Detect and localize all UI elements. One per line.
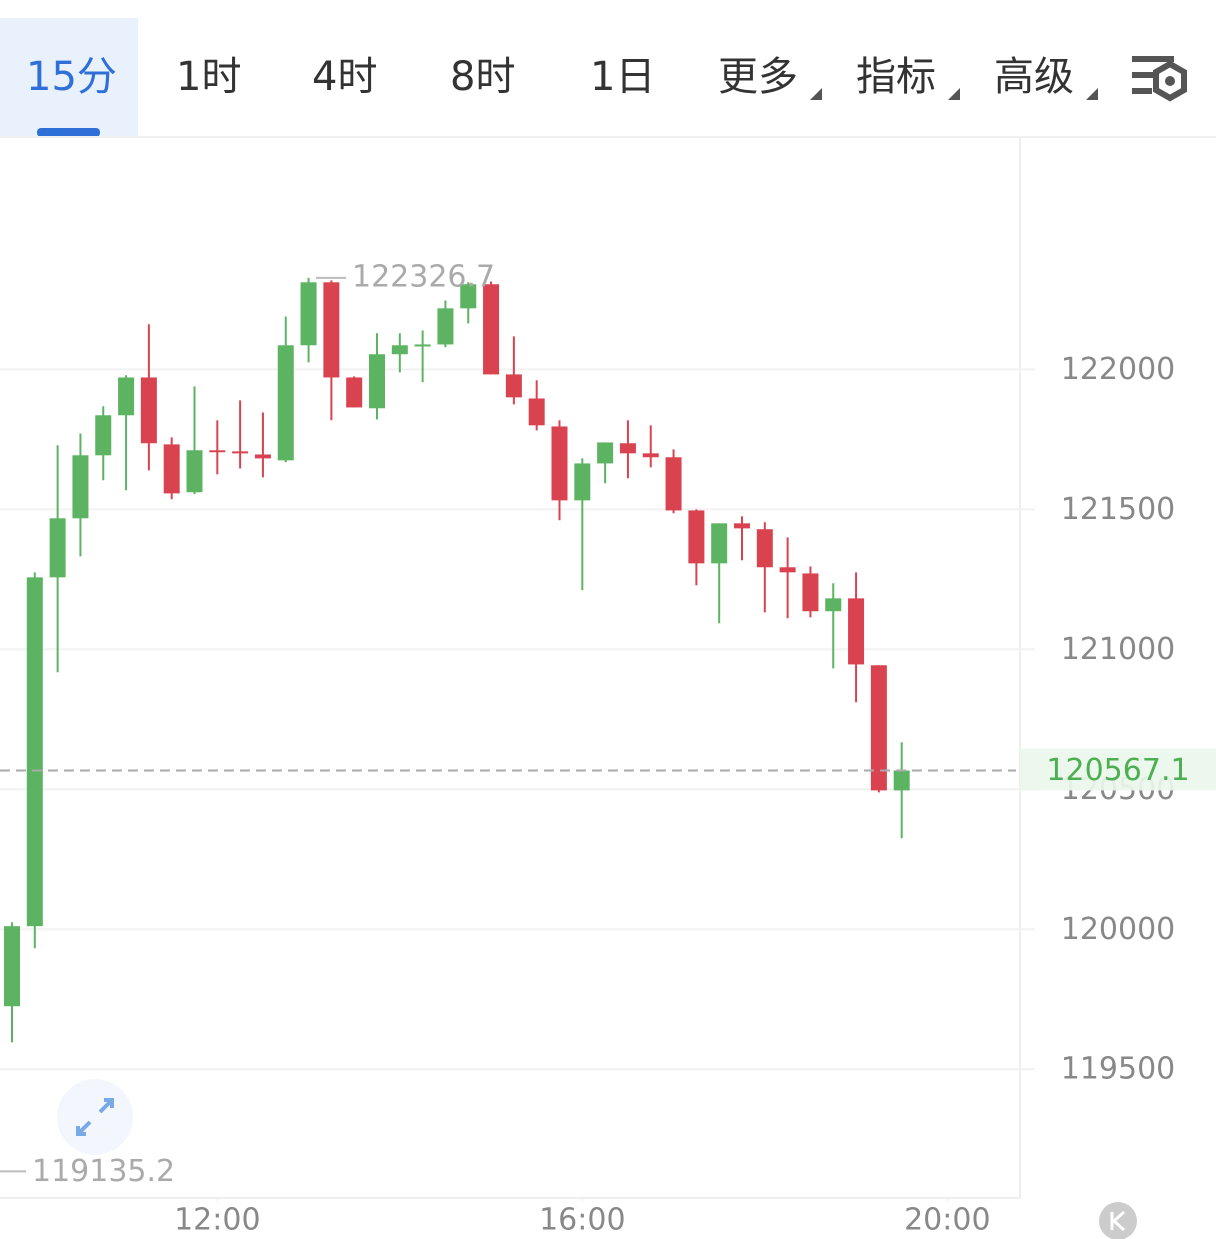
high-label: 122326.7 [352, 259, 495, 294]
candle-body [391, 345, 408, 355]
candle-body [95, 415, 112, 456]
candle-body [551, 426, 568, 501]
expand-button[interactable] [57, 1079, 133, 1155]
tab-bar: 15分 1时 4时 8时 1日 更多 指标 高级 [26, 54, 1098, 100]
tab[interactable]: 高级 [994, 54, 1074, 100]
candle-body [414, 344, 431, 347]
tab[interactable]: 1日 [590, 54, 655, 100]
last-price-tag-bg [1020, 748, 1216, 791]
candle-body [642, 453, 659, 458]
candle-body [186, 450, 203, 493]
candle-body [483, 284, 500, 375]
candle-body [323, 282, 340, 378]
active-tab-bg [0, 18, 138, 137]
overlay: 122326.7 119135.2 120567.1 [0, 259, 1216, 1189]
candle-body [848, 598, 865, 665]
candle-body [802, 573, 819, 612]
low-label: 119135.2 [32, 1154, 175, 1189]
tab[interactable]: 8时 [450, 54, 515, 100]
x-tick-label: 16:00 [539, 1203, 625, 1238]
candle-body [665, 457, 682, 511]
candle-body [209, 450, 226, 453]
candle-body [688, 510, 705, 564]
candle-body [460, 284, 477, 309]
tab[interactable]: 更多 [718, 54, 798, 100]
candle-body [528, 398, 545, 426]
candle-body [756, 529, 773, 568]
y-tick-label: 121000 [1061, 632, 1176, 667]
x-tick-label: 20:00 [904, 1203, 990, 1238]
candle-body [734, 523, 750, 529]
last-price-label: 120567.1 [1046, 753, 1189, 788]
candle-body [779, 567, 796, 573]
settings-icon[interactable] [1132, 56, 1187, 102]
candle-body [574, 463, 591, 501]
candle-body [711, 523, 728, 564]
candle-body [49, 518, 66, 578]
active-tab-indicator [37, 128, 100, 137]
candle-body [597, 442, 614, 464]
y-tick-label: 121500 [1061, 492, 1176, 527]
candle-body [26, 577, 43, 927]
y-tick-label: 122000 [1061, 352, 1176, 387]
dropdown-caret [1086, 88, 1098, 100]
tab[interactable]: 指标 [856, 54, 936, 100]
tab[interactable]: 15分 [26, 54, 117, 100]
candle-body [4, 926, 20, 1007]
tab[interactable]: 4时 [312, 54, 377, 100]
candle-body [72, 455, 89, 519]
y-tick-label: 120000 [1061, 912, 1176, 947]
candle-body [437, 308, 454, 345]
candle-body [300, 282, 317, 346]
k-button[interactable] [1099, 1202, 1137, 1239]
candle-body [893, 770, 910, 791]
tab[interactable]: 1时 [176, 54, 241, 100]
candle-body [254, 454, 271, 459]
dropdown-caret [810, 88, 822, 100]
candle-body [140, 377, 157, 444]
candle-body [619, 443, 636, 454]
candle-body [118, 377, 135, 416]
candles [4, 277, 910, 1043]
candle-body [505, 374, 522, 398]
candle-body [870, 665, 887, 791]
candle-body [346, 377, 363, 408]
candle-body [232, 451, 249, 454]
x-tick-label: 12:00 [174, 1203, 260, 1238]
candle-body [277, 345, 294, 461]
candle-body [369, 354, 385, 409]
candle-body [163, 444, 180, 494]
y-tick-label: 119500 [1061, 1052, 1176, 1087]
candle-body [825, 598, 842, 612]
dropdown-caret [948, 88, 960, 100]
